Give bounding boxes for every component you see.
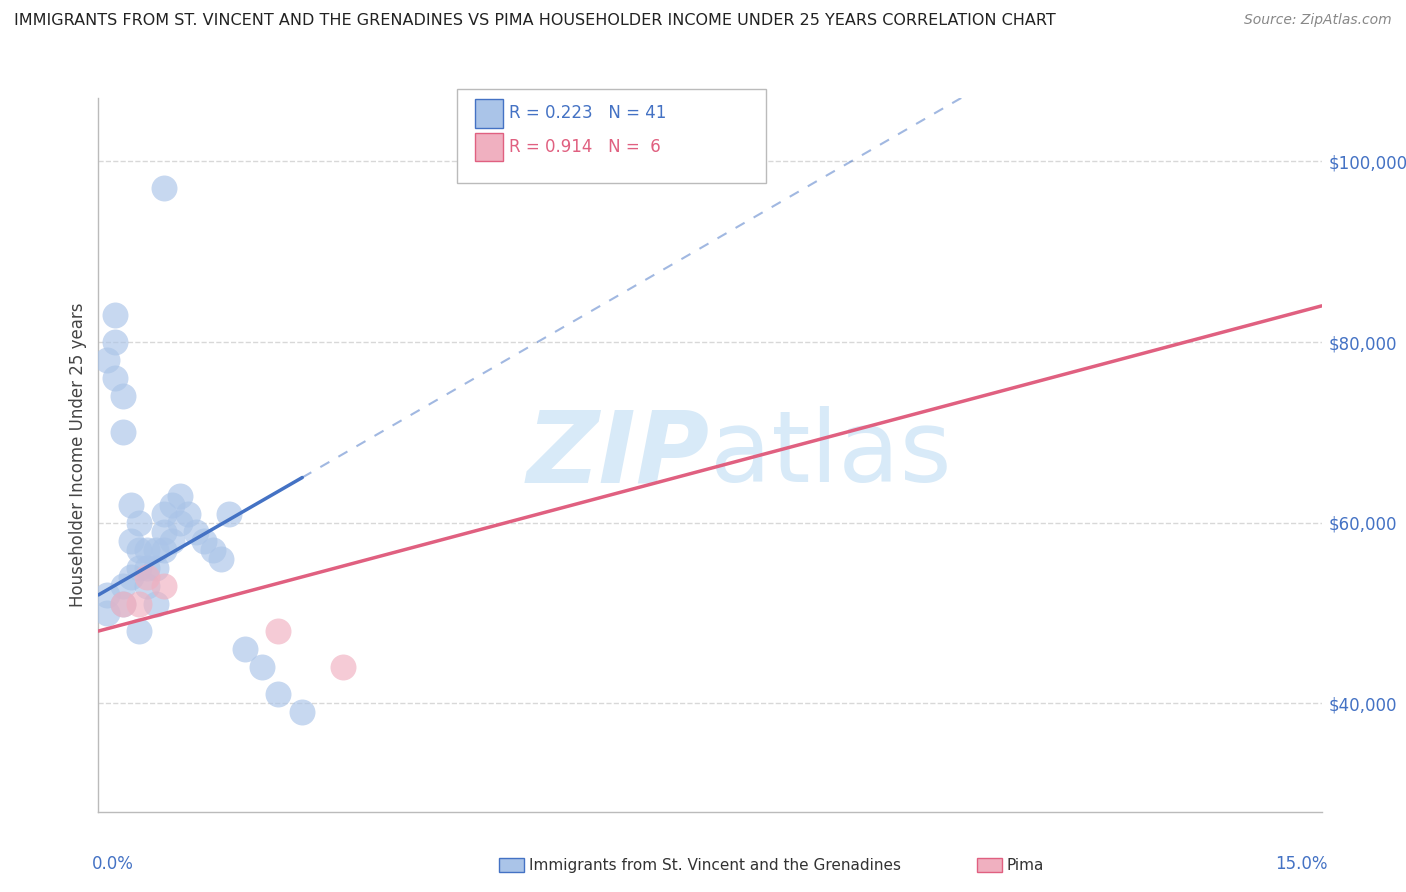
Point xyxy=(136,561,159,575)
Point xyxy=(104,308,127,322)
Point xyxy=(111,425,134,440)
Point xyxy=(152,507,174,521)
Text: 0.0%: 0.0% xyxy=(93,855,134,872)
Text: IMMIGRANTS FROM ST. VINCENT AND THE GRENADINES VS PIMA HOUSEHOLDER INCOME UNDER : IMMIGRANTS FROM ST. VINCENT AND THE GREN… xyxy=(14,13,1056,29)
Text: R = 0.914   N =  6: R = 0.914 N = 6 xyxy=(509,138,661,156)
Point xyxy=(177,507,200,521)
Y-axis label: Householder Income Under 25 years: Householder Income Under 25 years xyxy=(69,302,87,607)
Point xyxy=(111,579,134,593)
Point xyxy=(104,334,127,349)
Point xyxy=(128,542,150,557)
Text: R = 0.223   N = 41: R = 0.223 N = 41 xyxy=(509,104,666,122)
Point xyxy=(128,597,150,611)
Point xyxy=(250,660,273,674)
Point xyxy=(218,507,240,521)
Point xyxy=(160,533,183,548)
Point xyxy=(111,389,134,403)
Point xyxy=(267,624,290,638)
Point xyxy=(291,706,314,720)
Point xyxy=(186,524,208,539)
Point xyxy=(96,606,118,620)
Point xyxy=(332,660,354,674)
Point xyxy=(111,597,134,611)
Point xyxy=(209,551,232,566)
Point xyxy=(233,642,256,657)
Point xyxy=(169,489,191,503)
Text: Immigrants from St. Vincent and the Grenadines: Immigrants from St. Vincent and the Gren… xyxy=(529,858,901,872)
Point xyxy=(104,371,127,385)
Point xyxy=(111,597,134,611)
Point xyxy=(152,579,174,593)
Point xyxy=(145,542,167,557)
Point xyxy=(128,561,150,575)
Point xyxy=(120,533,142,548)
Point xyxy=(160,498,183,512)
Point xyxy=(152,542,174,557)
Text: ZIP: ZIP xyxy=(527,407,710,503)
Point xyxy=(96,353,118,368)
Point xyxy=(136,579,159,593)
Point xyxy=(267,687,290,701)
Point xyxy=(152,181,174,195)
Point xyxy=(136,542,159,557)
Point xyxy=(128,624,150,638)
Text: atlas: atlas xyxy=(710,407,952,503)
Point xyxy=(201,542,224,557)
Text: Pima: Pima xyxy=(1007,858,1045,872)
Point xyxy=(152,524,174,539)
Point xyxy=(145,597,167,611)
Point xyxy=(169,516,191,530)
Point xyxy=(96,588,118,602)
Text: Source: ZipAtlas.com: Source: ZipAtlas.com xyxy=(1244,13,1392,28)
Text: 15.0%: 15.0% xyxy=(1275,855,1327,872)
Point xyxy=(128,516,150,530)
Point xyxy=(136,570,159,584)
Point xyxy=(145,561,167,575)
Point xyxy=(193,533,215,548)
Point xyxy=(120,570,142,584)
Point xyxy=(120,498,142,512)
